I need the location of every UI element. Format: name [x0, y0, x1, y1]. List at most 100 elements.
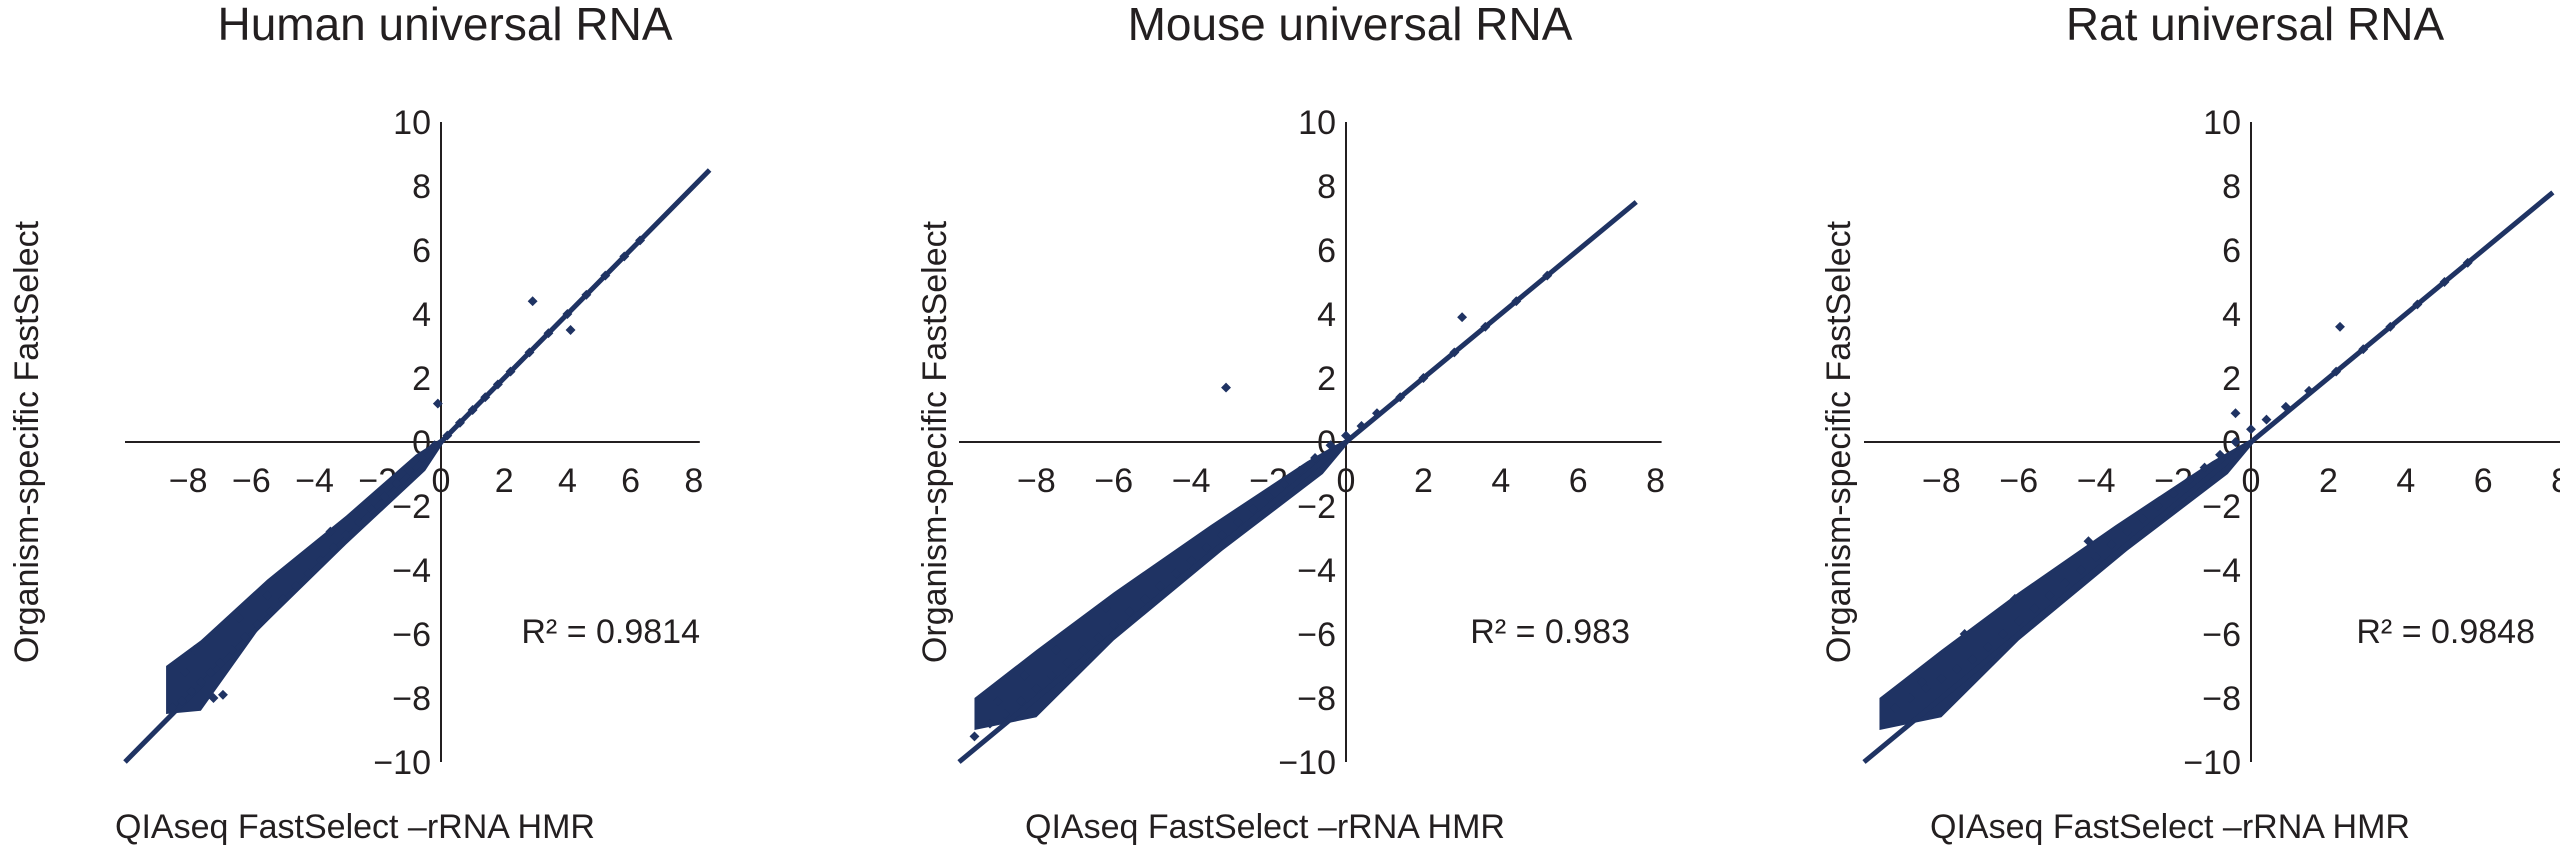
- data-point: [379, 491, 390, 502]
- trend-line: [1862, 190, 2555, 764]
- data-point: [1356, 421, 1367, 431]
- y-tick-label: 6: [412, 232, 431, 270]
- y-tick-label: −8: [392, 680, 431, 718]
- data-point: [480, 392, 491, 403]
- data-point: [208, 693, 219, 703]
- x-tick-label: 4: [2396, 462, 2415, 500]
- data-point: [2385, 321, 2396, 332]
- data-point: [2215, 449, 2225, 460]
- y-tick-label: 10: [393, 104, 431, 142]
- data-point: [1372, 408, 1382, 419]
- data-point: [1046, 670, 1057, 681]
- data-point: [195, 677, 206, 687]
- x-tick-label: −8: [1922, 462, 1961, 500]
- data-point: [2122, 526, 2133, 537]
- data-point: [1951, 664, 1962, 675]
- data-point: [218, 689, 228, 700]
- data-point: [1232, 517, 1243, 527]
- data-point: [227, 645, 238, 655]
- data-point: [2060, 577, 2071, 588]
- x-tick-label: 0: [1337, 462, 1356, 500]
- x-tick-label: 0: [432, 462, 451, 500]
- x-tick-label: 0: [2242, 462, 2261, 500]
- y-tick-label: −6: [392, 616, 431, 654]
- y-axis-label: Organism-specific FastSelect: [1820, 220, 1858, 663]
- data-point: [969, 731, 980, 742]
- y-tick-label: 8: [2222, 168, 2241, 206]
- data-point: [2331, 366, 2342, 377]
- data-point: [290, 581, 301, 591]
- x-axis-label: QIAseq FastSelect –rRNA HMR: [115, 808, 595, 846]
- x-tick-label: −6: [1999, 462, 2038, 500]
- data-point: [1279, 478, 1290, 489]
- data-point: [1186, 555, 1197, 566]
- data-point: [1920, 683, 1931, 694]
- data-point: [1905, 693, 1916, 703]
- data-point: [353, 517, 364, 527]
- data-point: [176, 696, 187, 707]
- data-point: [505, 366, 516, 377]
- data-point: [2439, 277, 2450, 287]
- data-point: [1263, 491, 1274, 502]
- r-squared-label: R² = 0.9814: [521, 613, 700, 651]
- x-tick-label: 6: [1569, 462, 1588, 500]
- data-point: [2029, 603, 2040, 614]
- data-point: [2013, 616, 2024, 627]
- data-point: [315, 555, 326, 566]
- y-tick-label: −4: [2202, 552, 2241, 590]
- data-point: [180, 667, 190, 678]
- data-point: [581, 289, 592, 300]
- r-squared-label: R² = 0.9848: [2356, 613, 2535, 651]
- data-point: [1982, 641, 1993, 652]
- x-tick-label: 6: [2474, 462, 2493, 500]
- x-tick-label: 6: [621, 462, 640, 500]
- data-point: [2304, 385, 2314, 396]
- data-point: [1077, 645, 1088, 655]
- data-point: [1395, 392, 1406, 403]
- y-tick-label: −4: [392, 552, 431, 590]
- data-point: [1019, 670, 1030, 681]
- data-point: [1325, 440, 1336, 451]
- data-point: [265, 606, 276, 617]
- y-tick-label: 8: [1317, 168, 1336, 206]
- data-point: [2358, 344, 2369, 355]
- data-point: [303, 568, 314, 579]
- y-tick-label: 10: [1298, 104, 1336, 142]
- data-point: [2261, 414, 2272, 425]
- point-cloud: [1879, 432, 2263, 730]
- data-point: [2153, 501, 2164, 511]
- y-tick-label: −10: [1278, 744, 1336, 782]
- data-point: [985, 718, 995, 729]
- data-point: [328, 542, 339, 553]
- y-tick-label: 2: [412, 360, 431, 398]
- data-point: [404, 465, 415, 476]
- data-point: [1093, 632, 1104, 643]
- y-tick-label: −6: [1297, 616, 1336, 654]
- y-tick-label: −6: [2202, 616, 2241, 654]
- data-point: [562, 309, 573, 319]
- x-tick-label: −6: [1094, 462, 1133, 500]
- x-tick-label: −4: [295, 462, 334, 500]
- data-point: [2009, 593, 2020, 604]
- chart-title: Rat universal RNA: [2066, 0, 2445, 50]
- data-point: [2083, 536, 2094, 547]
- data-point: [167, 702, 178, 713]
- y-tick-label: −4: [1297, 552, 1336, 590]
- data-point: [1050, 645, 1061, 655]
- data-point: [1101, 603, 1112, 614]
- data-point: [2412, 299, 2423, 310]
- data-point: [635, 235, 646, 246]
- data-point: [2044, 590, 2055, 601]
- y-tick-label: 4: [2222, 296, 2241, 334]
- chart-panel-3: Rat universal RNA−8−6−4−202468−10−8−6−4−…: [1820, 0, 2560, 846]
- y-axis-label: Organism-specific FastSelect: [916, 220, 954, 663]
- y-tick-label: −10: [373, 744, 431, 782]
- y-tick-label: 8: [412, 168, 431, 206]
- data-point: [2075, 565, 2086, 575]
- data-point: [2230, 408, 2241, 419]
- x-tick-label: 2: [1414, 462, 1433, 500]
- y-tick-label: −8: [1297, 680, 1336, 718]
- chart-title: Human universal RNA: [217, 0, 672, 50]
- data-point: [1457, 312, 1468, 323]
